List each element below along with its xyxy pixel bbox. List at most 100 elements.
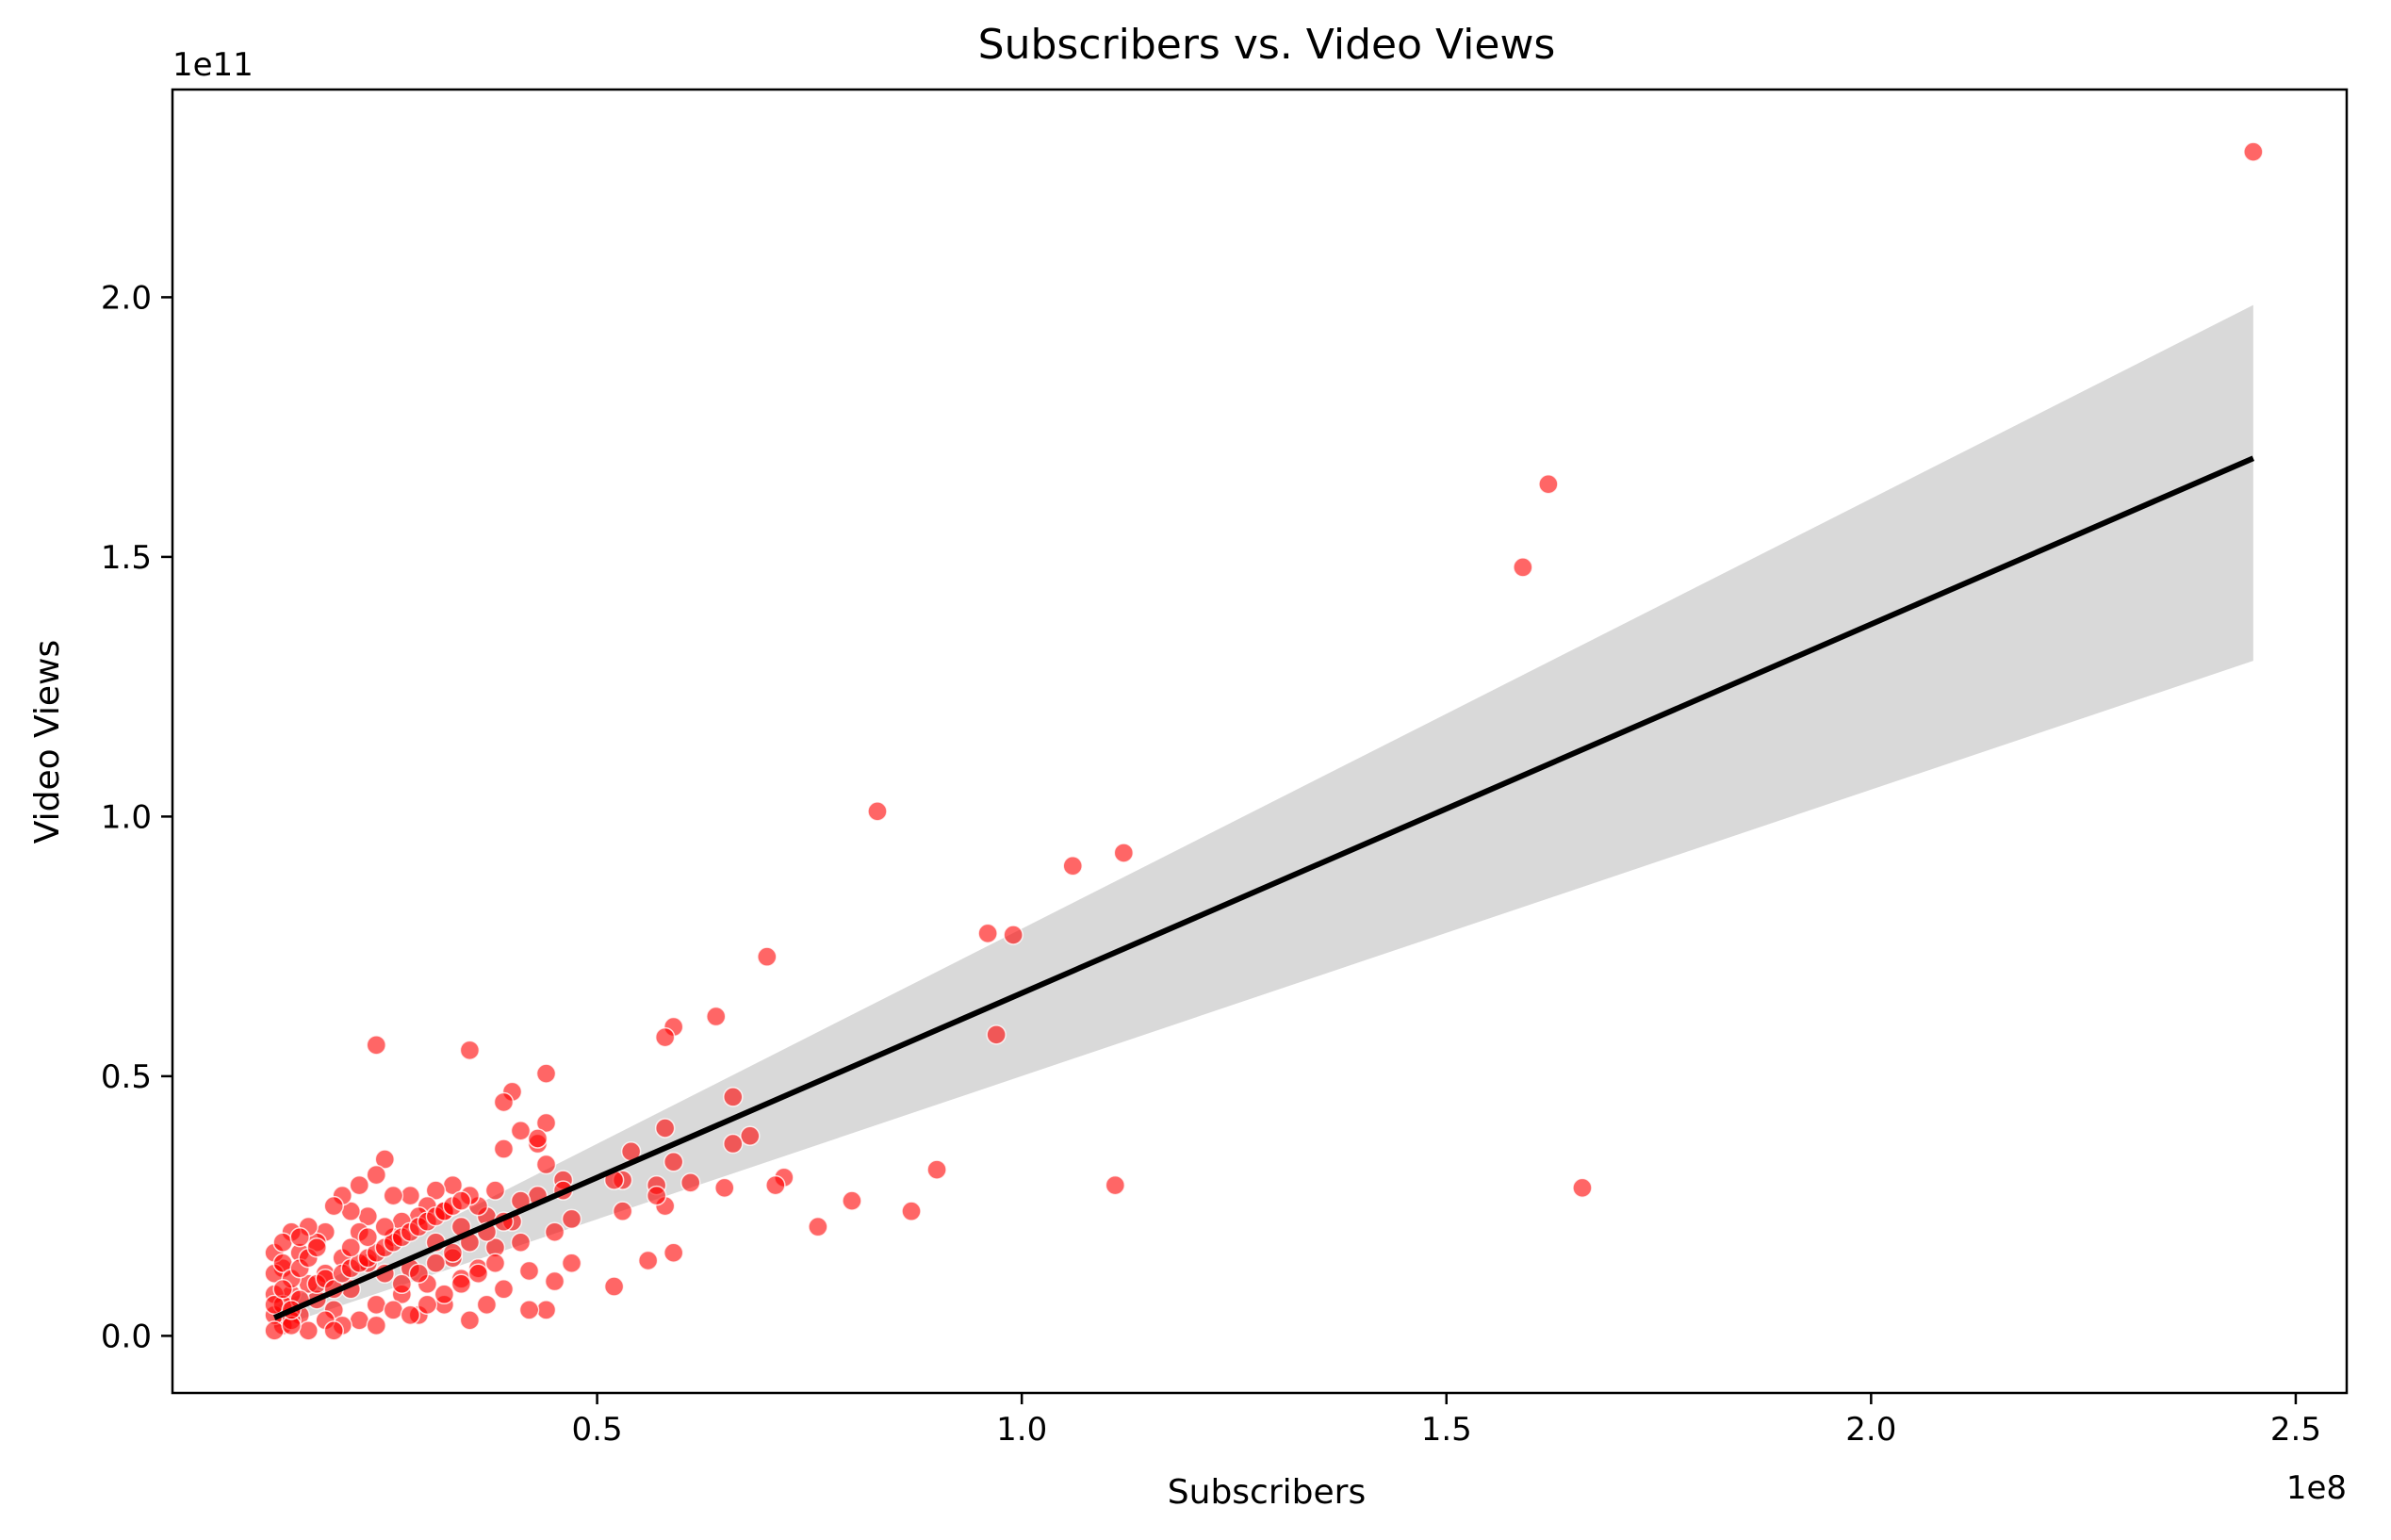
data-point	[383, 1185, 404, 1206]
data-point	[977, 923, 998, 944]
x-tick-label: 1.5	[1421, 1411, 1472, 1449]
data-point	[535, 1112, 557, 1134]
y-axis-offset-label: 1e11	[172, 46, 254, 84]
data-point	[340, 1237, 361, 1258]
data-point	[425, 1180, 447, 1201]
x-tick-label: 2.0	[1845, 1411, 1896, 1449]
data-point	[374, 1216, 396, 1237]
y-tick-label: 1.5	[101, 539, 152, 577]
data-point	[400, 1304, 421, 1326]
data-point	[1572, 1177, 1593, 1199]
data-point	[654, 1026, 676, 1048]
data-point	[663, 1152, 684, 1172]
data-point	[544, 1221, 565, 1242]
data-point	[366, 1294, 387, 1316]
data-point	[561, 1208, 582, 1230]
data-point	[467, 1263, 489, 1285]
data-point	[272, 1279, 293, 1300]
data-point	[510, 1232, 532, 1253]
y-tick-label: 2.0	[101, 279, 152, 317]
data-point	[544, 1270, 565, 1292]
regression-line	[272, 455, 2255, 1320]
data-point	[680, 1172, 701, 1193]
data-point	[391, 1273, 413, 1295]
data-point	[374, 1149, 396, 1170]
data-point	[400, 1185, 421, 1206]
data-point	[425, 1253, 447, 1274]
y-tick-label: 1.0	[101, 798, 152, 836]
data-point	[450, 1273, 472, 1295]
y-axis-label: Video Views	[28, 640, 67, 844]
data-point	[612, 1201, 633, 1221]
data-point	[264, 1320, 285, 1341]
data-point	[349, 1310, 370, 1331]
data-point	[357, 1226, 379, 1248]
y-tick-label: 0.5	[101, 1058, 152, 1096]
data-point	[1113, 843, 1135, 863]
data-point	[757, 946, 778, 967]
data-point	[510, 1120, 532, 1141]
confidence-band	[274, 304, 2253, 1329]
data-point	[383, 1300, 404, 1320]
data-point	[2243, 141, 2264, 162]
data-point	[366, 1035, 387, 1056]
plot-area	[264, 141, 2264, 1341]
axes-frame	[171, 88, 2349, 1395]
data-point	[289, 1226, 310, 1248]
x-tick-label: 2.5	[2270, 1411, 2321, 1449]
chart-title: Subscribers vs. Video Views	[978, 21, 1556, 69]
data-point	[272, 1232, 293, 1253]
data-point	[518, 1300, 540, 1320]
data-point	[450, 1190, 472, 1211]
data-point	[1003, 925, 1024, 945]
data-point	[842, 1190, 862, 1211]
data-point	[484, 1180, 506, 1201]
data-point	[493, 1139, 515, 1159]
data-point	[408, 1263, 430, 1285]
data-point	[901, 1201, 922, 1221]
data-point	[366, 1315, 387, 1336]
x-axis-ticks: 0.5 1.0 1.5 2.0 2.5	[572, 1393, 2321, 1449]
data-point	[1062, 855, 1083, 876]
data-point	[1105, 1174, 1126, 1196]
data-point	[306, 1237, 327, 1258]
data-point	[535, 1063, 557, 1084]
data-point	[706, 1006, 727, 1027]
data-point	[740, 1125, 761, 1147]
x-axis-offset-label: 1e8	[2286, 1469, 2347, 1507]
data-point	[646, 1185, 667, 1206]
data-point	[434, 1284, 455, 1305]
data-point	[603, 1276, 625, 1297]
y-axis-ticks: 0.0 0.5 1.0 1.5 2.0	[101, 279, 172, 1355]
data-point	[459, 1310, 481, 1331]
data-point	[349, 1174, 370, 1196]
data-point	[417, 1294, 438, 1316]
data-point	[714, 1177, 735, 1199]
x-axis-label: Subscribers	[1168, 1473, 1366, 1512]
data-point	[535, 1154, 557, 1175]
data-point	[808, 1216, 828, 1237]
data-point	[926, 1159, 947, 1180]
data-point	[1538, 474, 1559, 495]
data-point	[484, 1253, 506, 1274]
data-point	[723, 1087, 744, 1107]
data-point	[637, 1250, 659, 1271]
x-tick-label: 0.5	[572, 1411, 623, 1449]
data-point	[459, 1040, 481, 1061]
data-point	[723, 1133, 744, 1155]
data-point	[493, 1279, 515, 1300]
data-point	[654, 1118, 676, 1139]
data-point	[535, 1300, 557, 1320]
data-point	[493, 1091, 515, 1113]
y-tick-label: 0.0	[101, 1318, 152, 1355]
data-point	[518, 1260, 540, 1282]
x-tick-label: 1.0	[996, 1411, 1047, 1449]
data-point	[561, 1253, 582, 1274]
data-point	[765, 1174, 786, 1196]
data-point	[1513, 557, 1533, 578]
data-point	[867, 801, 888, 822]
data-point	[527, 1128, 549, 1149]
data-point	[986, 1024, 1007, 1045]
